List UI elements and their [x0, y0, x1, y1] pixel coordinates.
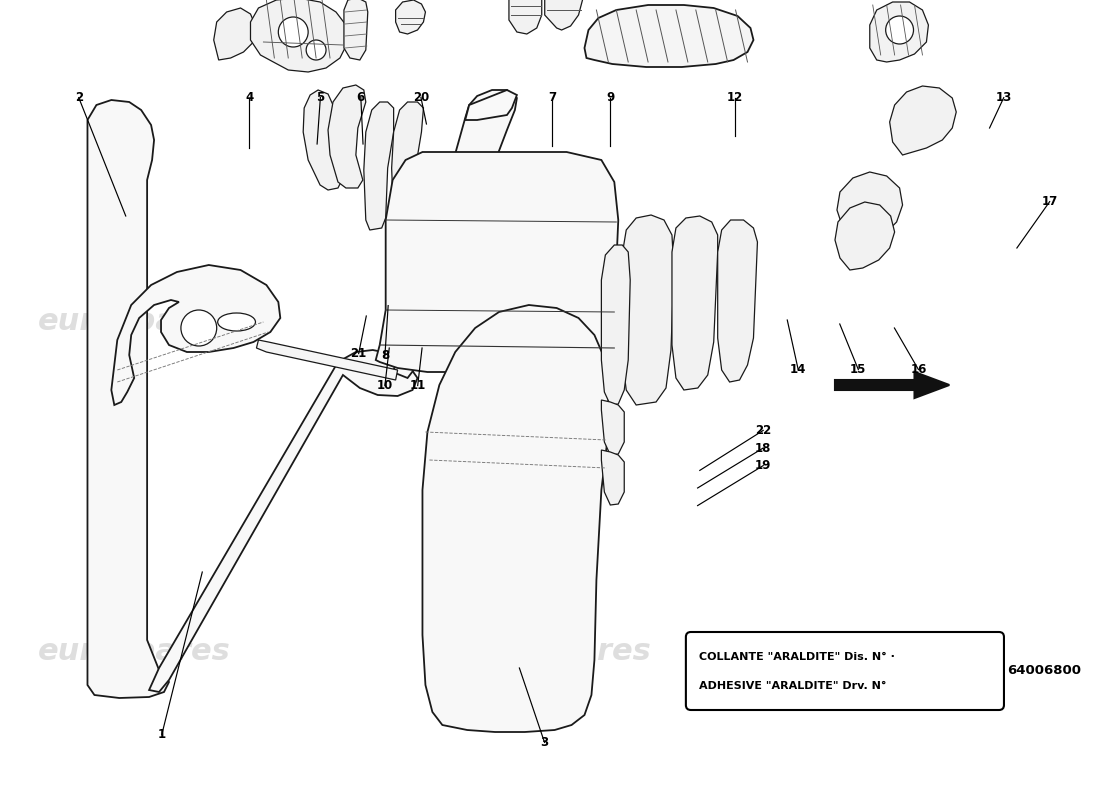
Polygon shape [835, 202, 894, 270]
Text: 1: 1 [157, 728, 166, 741]
Polygon shape [602, 450, 624, 505]
Text: 6: 6 [356, 91, 365, 104]
Text: 15: 15 [850, 363, 867, 376]
Polygon shape [672, 216, 717, 390]
Polygon shape [256, 340, 397, 380]
Circle shape [180, 310, 217, 346]
Text: 5: 5 [316, 91, 324, 104]
FancyBboxPatch shape [686, 632, 1004, 710]
Polygon shape [544, 0, 583, 30]
Polygon shape [88, 100, 169, 698]
Text: eurospares: eurospares [459, 307, 652, 337]
Polygon shape [328, 85, 366, 188]
Circle shape [306, 40, 326, 60]
Text: 11: 11 [409, 379, 426, 392]
Text: COLLANTE "ARALDITE" Dis. N° ·: COLLANTE "ARALDITE" Dis. N° · [698, 653, 894, 662]
Polygon shape [837, 172, 903, 242]
Text: 18: 18 [755, 442, 771, 454]
Text: 17: 17 [1042, 195, 1058, 208]
Text: eurospares: eurospares [37, 638, 231, 666]
Text: 3: 3 [540, 736, 549, 749]
Text: eurospares: eurospares [459, 638, 652, 666]
Text: 21: 21 [351, 347, 366, 360]
Polygon shape [584, 5, 754, 67]
Polygon shape [344, 0, 367, 60]
Polygon shape [111, 265, 280, 405]
Circle shape [278, 17, 308, 47]
Polygon shape [890, 86, 956, 155]
Text: 64006800: 64006800 [1006, 665, 1081, 678]
Text: 12: 12 [727, 91, 742, 104]
Polygon shape [376, 152, 618, 372]
Polygon shape [835, 372, 949, 398]
Polygon shape [602, 400, 624, 455]
Ellipse shape [218, 313, 255, 331]
Polygon shape [393, 90, 517, 378]
Polygon shape [392, 102, 424, 230]
Polygon shape [621, 215, 674, 405]
Text: 20: 20 [412, 91, 429, 104]
Text: 10: 10 [377, 379, 393, 392]
Text: eurospares: eurospares [37, 307, 231, 337]
Text: ADHESIVE "ARALDITE" Drv. N°: ADHESIVE "ARALDITE" Drv. N° [698, 681, 887, 691]
Text: 2: 2 [75, 91, 82, 104]
Polygon shape [717, 220, 758, 382]
Text: 8: 8 [381, 350, 389, 362]
Polygon shape [422, 305, 608, 732]
Polygon shape [150, 350, 418, 692]
Polygon shape [304, 90, 342, 190]
Text: 19: 19 [755, 459, 771, 472]
Polygon shape [364, 102, 394, 230]
Polygon shape [213, 8, 256, 60]
Polygon shape [465, 90, 517, 120]
Text: 9: 9 [606, 91, 614, 104]
Polygon shape [396, 0, 426, 34]
Text: 14: 14 [790, 363, 806, 376]
Text: 13: 13 [996, 91, 1012, 104]
Text: 22: 22 [755, 424, 771, 437]
Polygon shape [870, 2, 928, 62]
Polygon shape [251, 0, 348, 72]
Text: 4: 4 [245, 91, 253, 104]
Text: 16: 16 [911, 363, 926, 376]
Text: 7: 7 [548, 91, 557, 104]
Circle shape [886, 16, 913, 44]
Polygon shape [509, 0, 541, 34]
Polygon shape [602, 245, 630, 405]
